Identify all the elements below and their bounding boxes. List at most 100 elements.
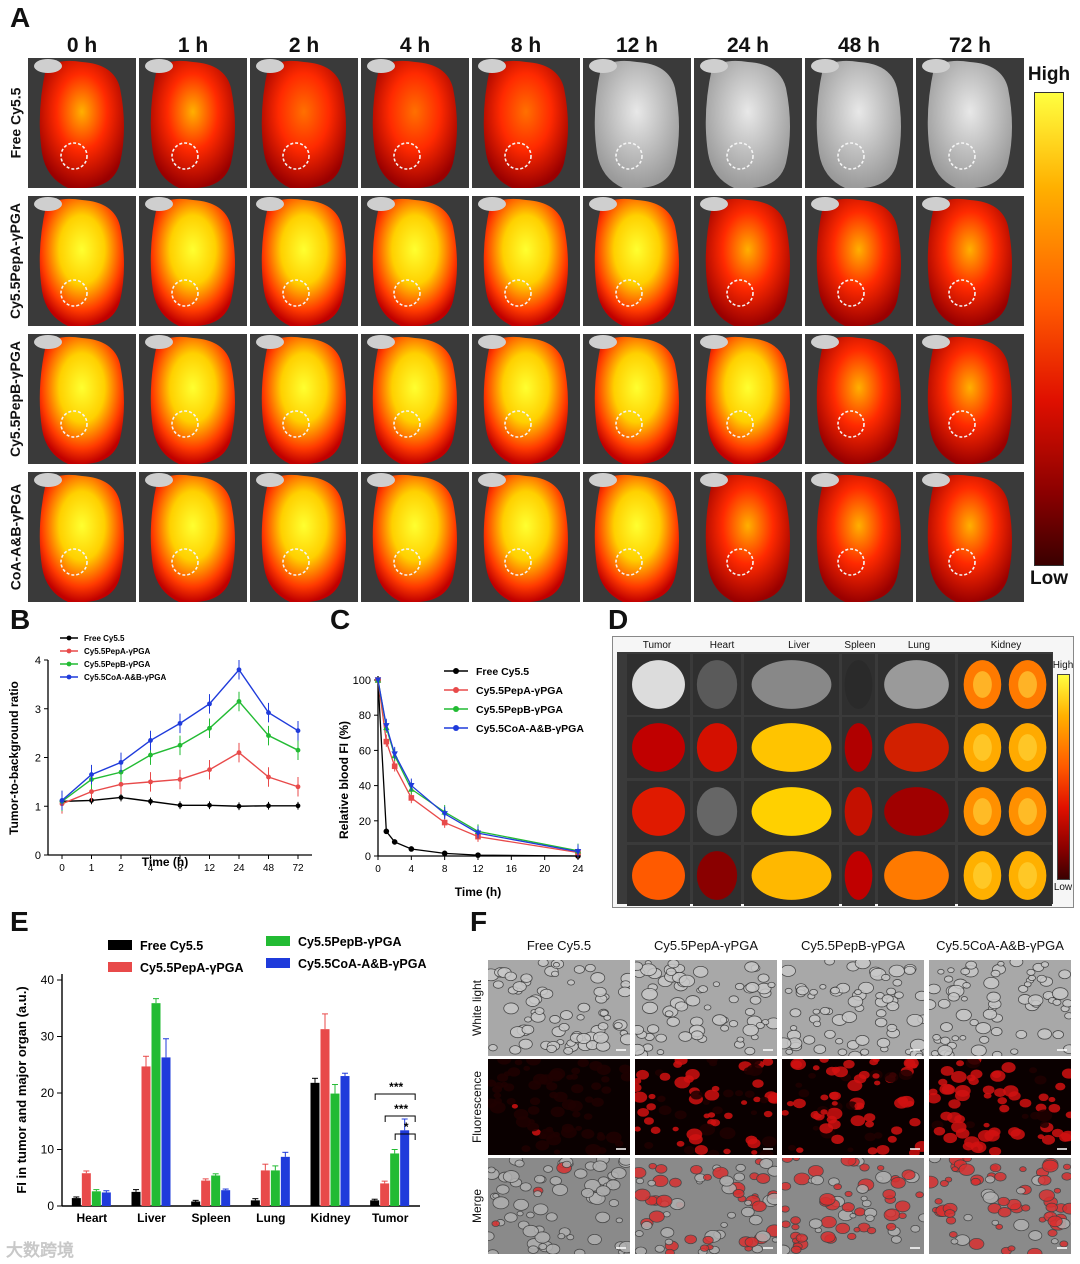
x-tick-label: 2 (118, 863, 124, 874)
microscopy-image-tile (929, 960, 1071, 1056)
organ-image-cell (693, 654, 741, 715)
y-tick-label: 1 (35, 801, 41, 813)
bar (340, 1076, 350, 1206)
bar (211, 1175, 221, 1206)
x-tick-label: 4 (409, 864, 415, 875)
tumor-roi-circle (171, 142, 199, 170)
f-col-label: Cy5.5PepB-γPGA (800, 938, 906, 953)
data-point (408, 783, 415, 789)
x-tick-label: 4 (148, 863, 154, 874)
mouse-image-tile (472, 196, 580, 326)
mouse-image-tile (694, 58, 802, 188)
data-point (408, 846, 415, 852)
tumor-roi-circle (615, 279, 643, 307)
x-tick-label: 8 (442, 864, 448, 875)
time-label: 72 h (948, 34, 992, 57)
data-point (391, 763, 398, 770)
tumor-roi-circle (948, 548, 976, 576)
bar (71, 1198, 81, 1206)
tumor-roi-circle (726, 279, 754, 307)
y-tick-label: 0 (47, 1199, 54, 1213)
tumor-roi-circle (948, 410, 976, 438)
bar (400, 1130, 410, 1206)
tumor-roi-circle (60, 279, 88, 307)
tumor-roi-circle (948, 279, 976, 307)
panel-letter-c: C (330, 604, 351, 635)
chart-b-xlabel: Time (h) (142, 855, 188, 869)
significance-marker: *** (394, 1102, 408, 1116)
mouse-image-tile (361, 196, 469, 326)
bar (310, 1082, 320, 1206)
tumor-roi-circle (504, 142, 532, 170)
organ-image-cell (744, 654, 839, 715)
data-point (383, 828, 390, 835)
mouse-image-tile (361, 334, 469, 464)
legend-label: Cy5.5CoA-A&B-γPGA (84, 673, 166, 682)
chart-c: 0 20 40 60 80 100 0 4 8 12 16 20 24 Free Cy5.5 Cy5.5P… (337, 666, 584, 899)
tumor-roi-circle (837, 279, 865, 307)
organ-image-cell (958, 781, 1052, 842)
organ-image-cell (958, 654, 1052, 715)
bar (380, 1183, 390, 1206)
microscopy-image-tile (488, 1158, 630, 1254)
data-point (177, 777, 183, 782)
data-point (295, 728, 301, 734)
mouse-image-tile (472, 58, 580, 188)
mouse-image-tile (805, 334, 913, 464)
x-tick-label: 8 (177, 863, 183, 874)
y-tick-label: 100 (353, 675, 371, 687)
legend-label: Free Cy5.5 (476, 666, 529, 678)
legend-label: Cy5.5PepA-γPGA (84, 647, 150, 656)
mouse-image-tile (28, 58, 136, 188)
organ-image-cell (744, 845, 839, 906)
x-tick-label: Kidney (310, 1211, 350, 1225)
panel-letter-a: A (10, 2, 31, 33)
bar (330, 1093, 340, 1206)
mouse-image-tile (694, 472, 802, 602)
organ-label: Heart (709, 640, 735, 651)
mouse-image-tile (361, 472, 469, 602)
row-label-pepb: Cy5.5PepB-γPGA (7, 341, 23, 457)
y-tick-label: 40 (41, 973, 55, 987)
microscopy-image-tile (782, 1158, 924, 1254)
mouse-image-tile (916, 58, 1024, 188)
mouse-image-tile (139, 196, 247, 326)
x-tick-label: Heart (76, 1211, 107, 1225)
time-label: 4 h (399, 34, 431, 57)
data-point (266, 710, 271, 716)
legend-label: Cy5.5CoA-A&B-γPGA (476, 723, 584, 735)
data-point (177, 802, 183, 808)
mouse-image-tile (139, 472, 247, 602)
y-tick-label: 80 (359, 710, 371, 722)
y-tick-label: 20 (359, 816, 371, 828)
x-tick-label: 24 (233, 863, 245, 874)
mouse-image-tile (472, 334, 580, 464)
organ-image-cell (693, 717, 741, 778)
tumor-roi-circle (393, 142, 421, 170)
bar (81, 1173, 91, 1206)
d-scale-high-label: High (1052, 660, 1074, 671)
x-tick-label: 12 (204, 863, 216, 874)
scale-low-label: Low (1030, 568, 1068, 589)
f-col-label: Cy5.5PepA-γPGA (653, 938, 759, 953)
organ-image-cell (842, 845, 875, 906)
organ-image-cell (878, 717, 955, 778)
tumor-roi-circle (393, 548, 421, 576)
tumor-roi-circle (60, 548, 88, 576)
tumor-roi-circle (726, 548, 754, 576)
microscopy-image-tile (488, 1059, 630, 1155)
data-point (207, 767, 212, 773)
data-point (59, 798, 65, 803)
data-point (295, 784, 301, 790)
tumor-roi-circle (726, 410, 754, 438)
organ-image-cell (744, 781, 839, 842)
organ-image-cell (627, 845, 690, 906)
tumor-roi-circle (615, 548, 643, 576)
bar (320, 1029, 330, 1206)
tumor-roi-circle (171, 548, 199, 576)
y-tick-label: 60 (359, 745, 371, 757)
x-tick-label: Spleen (191, 1211, 230, 1225)
d-row-label: Cy5.5PepA-γPGA (605, 723, 611, 772)
y-tick-label: 10 (41, 1143, 55, 1157)
tumor-roi-circle (171, 279, 199, 307)
